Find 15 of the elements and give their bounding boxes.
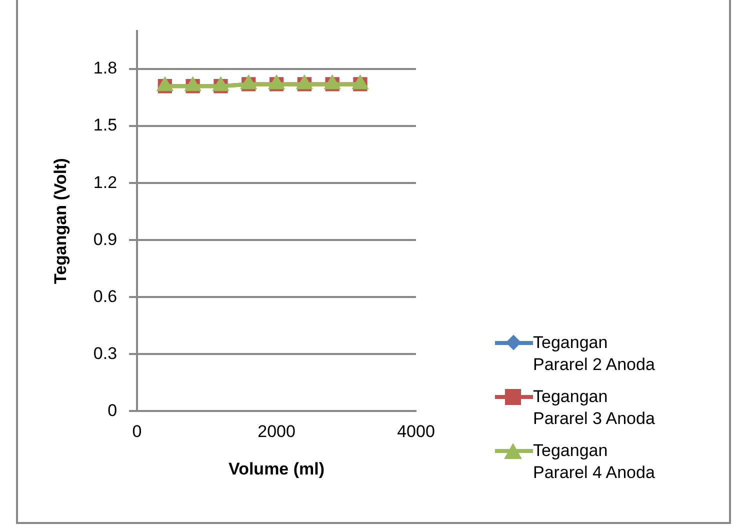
y-tick-label: 1.8 bbox=[93, 58, 118, 78]
legend-label: Tegangan Pararel 3 Anoda bbox=[533, 386, 656, 430]
y-axis-title: Tegangan (Volt) bbox=[50, 158, 70, 284]
x-axis-title: Volume (ml) bbox=[228, 459, 325, 478]
y-tick-label: 0.9 bbox=[93, 230, 118, 249]
y-tick-label: 0.6 bbox=[93, 286, 118, 306]
x-tick-label: 4000 bbox=[397, 422, 435, 442]
y-tick-label: 0 bbox=[108, 400, 118, 420]
legend-label: Tegangan Pararel 2 Anoda bbox=[533, 332, 656, 376]
legend-label: Tegangan Pararel 4 Anoda bbox=[533, 440, 656, 484]
y-tick-label: 1.5 bbox=[93, 116, 118, 135]
x-tick-label: 2000 bbox=[258, 422, 296, 442]
y-tick-label: 0.3 bbox=[93, 344, 118, 363]
x-tick-label: 0 bbox=[132, 422, 142, 442]
y-tick-label: 1.2 bbox=[93, 172, 118, 192]
